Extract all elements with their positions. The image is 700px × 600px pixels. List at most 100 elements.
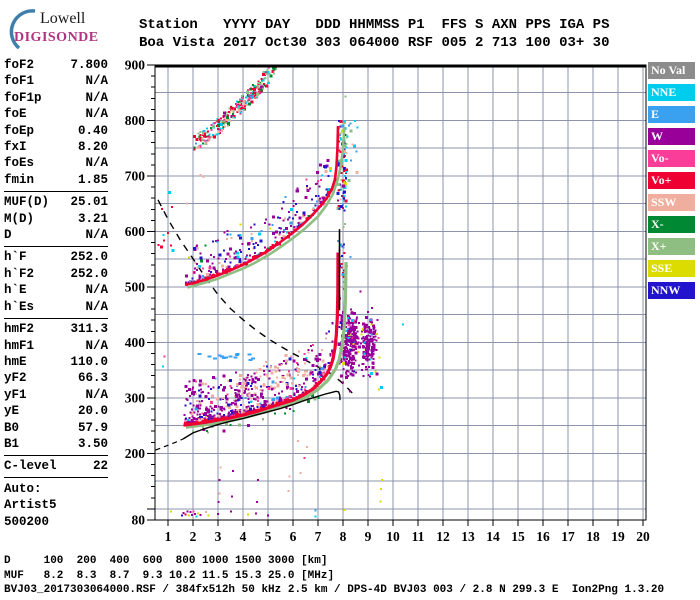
x-axis-label: 17 [561, 529, 575, 544]
param-label: foF1 [4, 74, 35, 89]
param-label: hmF1 [4, 338, 35, 353]
param-row: hmF2 311.3 [4, 321, 108, 337]
param-label: yE [4, 404, 20, 419]
x-axis-label: 13 [461, 529, 475, 544]
param-value: 66.3 [77, 371, 108, 386]
x-axis-label: 4 [240, 529, 247, 544]
param-row: 500200 [4, 514, 108, 530]
x-axis-label: 3 [215, 529, 222, 544]
station-header: Station YYYY DAY DDD HHMMSS P1 FFS S AXN… [139, 16, 609, 52]
legend-item-nnw: NNW [648, 282, 695, 299]
param-value: 252.0 [70, 266, 108, 281]
param-label: MUF(D) [4, 195, 50, 210]
y-axis-label: 600 [125, 224, 146, 239]
legend-item-e: E [648, 106, 695, 123]
y-axis-label: 700 [125, 168, 146, 183]
x-axis-label: 5 [265, 529, 272, 544]
ionogram-data [155, 65, 404, 518]
y-axis-label: 800 [125, 113, 146, 128]
param-value: 57.9 [77, 420, 108, 435]
param-row: hmF1 N/A [4, 338, 108, 354]
x-axis-label: 18 [586, 529, 600, 544]
muf-values-row: MUF 8.2 8.3 8.7 9.3 10.2 11.5 15.3 25.0 … [4, 569, 335, 582]
param-row: fmin 1.85 [4, 172, 108, 188]
x-axis-label: 2 [190, 529, 197, 544]
x-axis-label: 19 [611, 529, 625, 544]
grid [155, 65, 646, 520]
header-fields-row: Station YYYY DAY DDD HHMMSS P1 FFS S AXN… [139, 17, 610, 33]
hop2-x-trace [187, 127, 346, 289]
logo-lowell: Lowell [40, 10, 86, 27]
legend-item-vo+: Vo+ [648, 172, 695, 189]
param-row: foEp 0.40 [4, 123, 108, 139]
legend-item-nne: NNE [648, 84, 695, 101]
param-label: D [4, 228, 12, 243]
x-axis-label: 12 [436, 529, 450, 544]
param-row: Auto: [4, 481, 108, 497]
legend-item-noval: No Val [648, 62, 695, 79]
param-label: yF1 [4, 387, 27, 402]
param-label: foEp [4, 123, 35, 138]
x-axis-label: 15 [511, 529, 525, 544]
param-label: h`E [4, 283, 27, 298]
param-value: 1.85 [77, 172, 108, 187]
param-row: D N/A [4, 227, 108, 243]
param-row: hmE 110.0 [4, 354, 108, 370]
param-row: Artist5 [4, 497, 108, 513]
param-row: B0 57.9 [4, 420, 108, 436]
param-label: foE [4, 107, 27, 122]
x-axis-label: 7 [315, 529, 322, 544]
param-value: N/A [85, 299, 108, 314]
param-value: 311.3 [70, 322, 108, 337]
param-row: h`Es N/A [4, 299, 108, 315]
scatter-layer [157, 65, 404, 518]
legend-item-w: W [648, 128, 695, 145]
plot-frame [154, 64, 647, 521]
footer: D 100 200 400 600 800 1000 1500 3000 [km… [4, 554, 664, 598]
param-row: yE 20.0 [4, 403, 108, 419]
hop2-o-trace [184, 125, 340, 286]
tick-marks [147, 64, 644, 526]
legend-item-x+: X+ [648, 238, 695, 255]
muf-distance-row: D 100 200 400 600 800 1000 1500 3000 [km… [4, 555, 328, 567]
param-row: foEs N/A [4, 155, 108, 171]
param-row: M(D) 3.21 [4, 211, 108, 227]
param-value: N/A [85, 228, 108, 243]
divider [4, 190, 108, 192]
legend-item-ssw: SSW [648, 194, 695, 211]
file-info-row: BVJ03_2017303064000.RSF / 384fx512h 50 k… [4, 584, 665, 597]
param-label: B1 [4, 436, 20, 451]
y-axis-label: 400 [125, 335, 146, 350]
param-value: 8.20 [77, 140, 108, 155]
legend-item-sse: SSE [648, 260, 695, 277]
param-label: M(D) [4, 211, 35, 226]
param-value: 7.800 [70, 58, 108, 72]
param-value: N/A [85, 283, 108, 298]
param-row: h`F 252.0 [4, 249, 108, 265]
param-value: N/A [85, 74, 108, 89]
param-value: 0.40 [77, 123, 108, 138]
parameter-panel: foF2 7.800 foF1 N/A foF1p N/A foE N/A foEp 0.40 fx… [4, 57, 108, 530]
profile-extension [155, 438, 184, 451]
param-value: 110.0 [70, 354, 108, 369]
divider [4, 245, 108, 247]
param-label: B0 [4, 420, 20, 435]
param-label: 500200 [4, 514, 50, 529]
x-axis-label: 9 [365, 529, 372, 544]
param-label: yF2 [4, 371, 27, 386]
param-label: Auto: [4, 481, 42, 496]
param-row: B1 3.50 [4, 436, 108, 452]
param-value: 22 [92, 459, 108, 474]
param-value: N/A [85, 90, 108, 105]
param-label: hmF2 [4, 322, 35, 337]
param-value: 3.21 [77, 211, 108, 226]
true-height-profile [182, 390, 341, 440]
param-value: N/A [85, 387, 108, 402]
param-value: 252.0 [70, 250, 108, 265]
x-axis-label: 6 [290, 529, 297, 544]
y-axis-label: 80 [132, 513, 146, 528]
param-label: h`F2 [4, 266, 35, 281]
param-row: foF2 7.800 [4, 57, 108, 73]
